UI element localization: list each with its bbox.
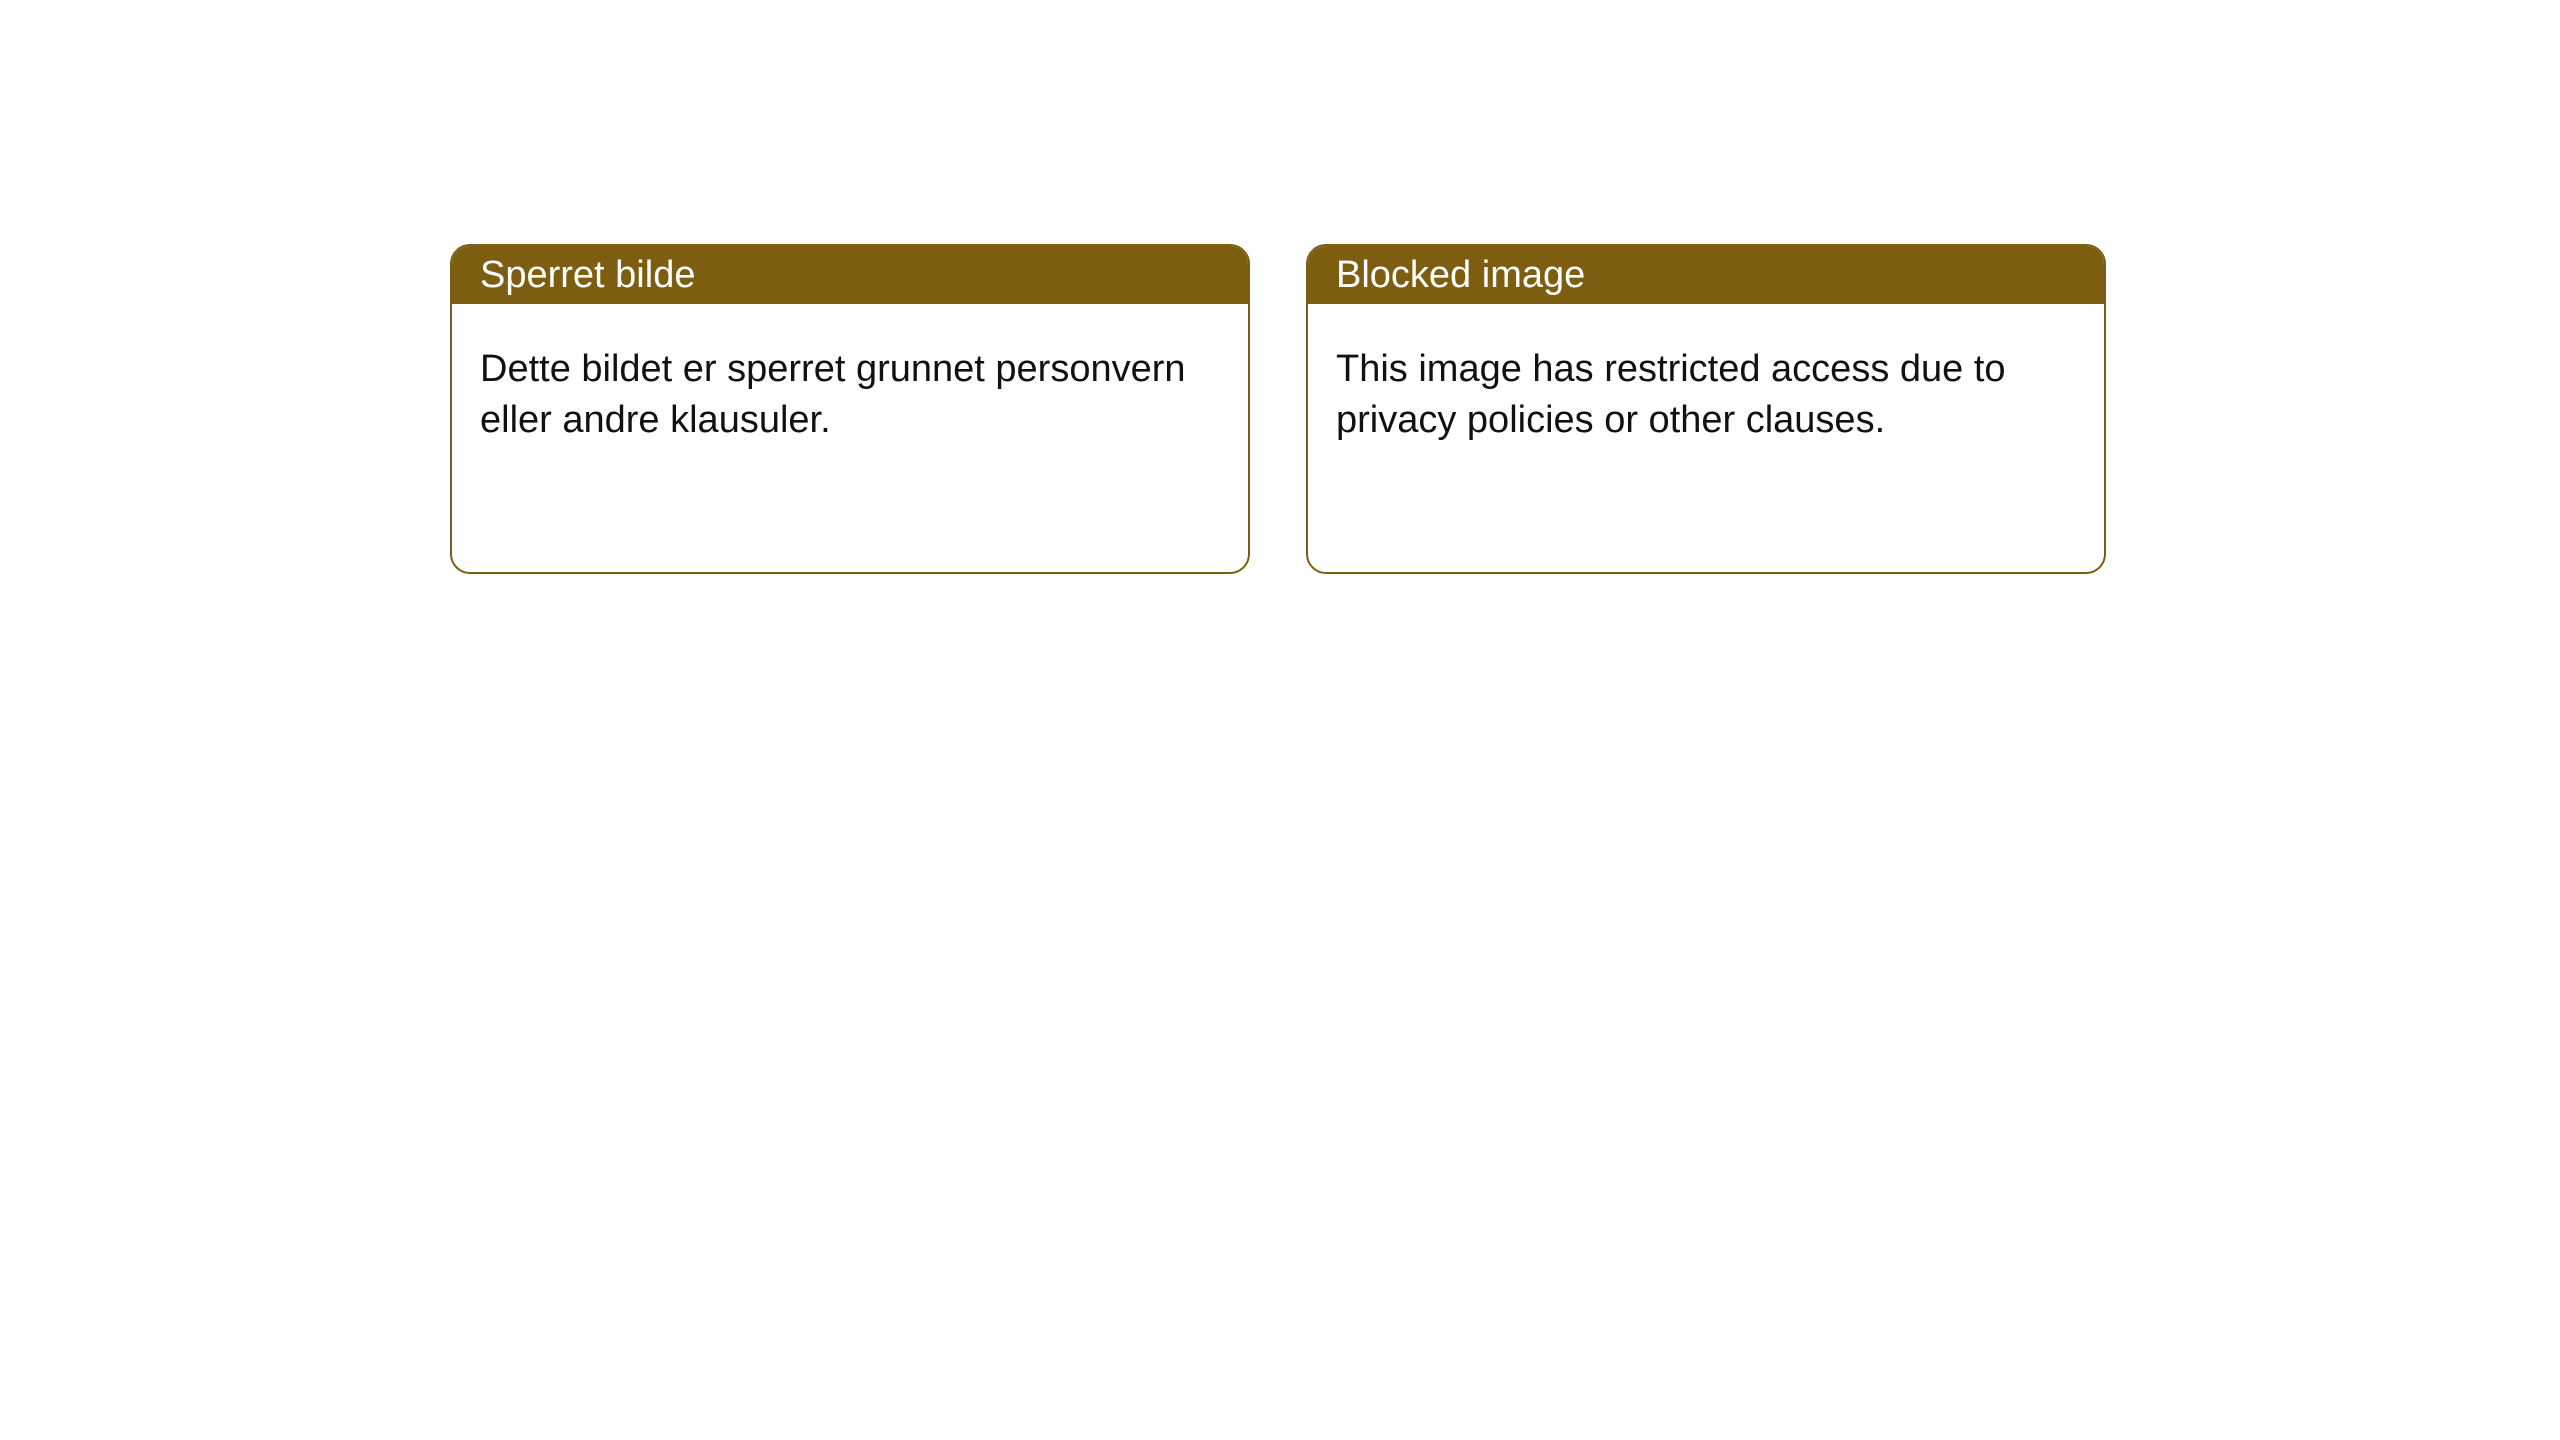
notice-box-english: Blocked image This image has restricted …: [1306, 244, 2106, 574]
notice-text-norwegian: Dette bildet er sperret grunnet personve…: [480, 348, 1186, 441]
notice-box-norwegian: Sperret bilde Dette bildet er sperret gr…: [450, 244, 1250, 574]
notice-title-norwegian: Sperret bilde: [480, 254, 695, 297]
notice-header-english: Blocked image: [1308, 246, 2104, 304]
notice-container: Sperret bilde Dette bildet er sperret gr…: [0, 0, 2560, 574]
notice-body-english: This image has restricted access due to …: [1308, 304, 2104, 572]
notice-body-norwegian: Dette bildet er sperret grunnet personve…: [452, 304, 1248, 572]
notice-title-english: Blocked image: [1336, 254, 1585, 297]
notice-header-norwegian: Sperret bilde: [452, 246, 1248, 304]
notice-text-english: This image has restricted access due to …: [1336, 348, 2006, 441]
